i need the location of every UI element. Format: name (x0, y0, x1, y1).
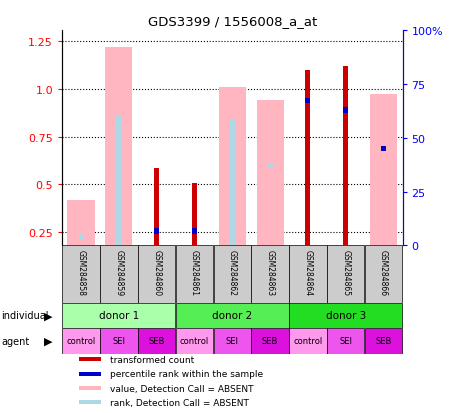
Text: GSM284865: GSM284865 (341, 250, 349, 296)
Text: SEB: SEB (261, 337, 278, 346)
Bar (289, 328, 326, 354)
Bar (62, 328, 100, 354)
Text: donor 3: donor 3 (325, 311, 365, 320)
Bar (218, 88, 246, 246)
Bar (105, 48, 132, 246)
Bar (364, 328, 402, 354)
Bar (78, 234, 83, 239)
Bar (305, 99, 310, 104)
Bar (79, 386, 101, 390)
Text: ▶: ▶ (44, 311, 52, 320)
Bar (79, 358, 101, 361)
Bar (138, 246, 175, 303)
Text: GSM284862: GSM284862 (227, 250, 236, 296)
Bar (62, 246, 100, 303)
Text: individual: individual (1, 311, 48, 320)
Bar (191, 229, 196, 234)
Bar (381, 146, 385, 152)
Text: SEI: SEI (112, 337, 125, 346)
Bar (289, 246, 326, 303)
Text: value, Detection Call = ABSENT: value, Detection Call = ABSENT (110, 384, 253, 393)
Bar (213, 328, 251, 354)
Text: GSM284864: GSM284864 (303, 250, 312, 296)
Text: SEI: SEI (339, 337, 352, 346)
Bar (62, 303, 175, 328)
Bar (326, 246, 364, 303)
Bar (256, 100, 283, 246)
Bar (175, 303, 288, 328)
Text: SEB: SEB (375, 337, 391, 346)
Bar (251, 328, 288, 354)
Bar (138, 328, 175, 354)
Bar (191, 184, 196, 246)
Bar (342, 67, 347, 246)
Bar (289, 303, 402, 328)
Bar (213, 246, 251, 303)
Bar (230, 120, 234, 246)
Text: ▶: ▶ (44, 336, 52, 346)
Bar (175, 328, 213, 354)
Text: control: control (293, 337, 322, 346)
Bar (79, 372, 101, 376)
Text: GSM284858: GSM284858 (76, 250, 85, 296)
Bar (175, 246, 213, 303)
Text: percentile rank within the sample: percentile rank within the sample (110, 369, 263, 378)
Text: SEB: SEB (148, 337, 164, 346)
Bar (116, 116, 121, 246)
Text: SEI: SEI (225, 337, 238, 346)
Text: GSM284863: GSM284863 (265, 250, 274, 296)
Text: rank, Detection Call = ABSENT: rank, Detection Call = ABSENT (110, 398, 248, 407)
Bar (305, 71, 310, 246)
Text: GSM284859: GSM284859 (114, 250, 123, 296)
Text: control: control (66, 337, 95, 346)
Bar (326, 328, 364, 354)
Bar (251, 246, 288, 303)
Bar (79, 400, 101, 404)
Bar (369, 95, 396, 246)
Bar (100, 246, 137, 303)
Bar (100, 328, 137, 354)
Text: transformed count: transformed count (110, 355, 194, 364)
Text: agent: agent (1, 336, 29, 346)
Text: GSM284866: GSM284866 (378, 250, 387, 296)
Bar (67, 200, 95, 246)
Bar (154, 169, 159, 246)
Text: control: control (179, 337, 209, 346)
Title: GDS3399 / 1556008_a_at: GDS3399 / 1556008_a_at (147, 15, 316, 28)
Text: donor 2: donor 2 (212, 311, 252, 320)
Bar (267, 163, 272, 169)
Bar (342, 108, 347, 114)
Text: GSM284860: GSM284860 (152, 250, 161, 296)
Text: donor 1: donor 1 (99, 311, 139, 320)
Text: GSM284861: GSM284861 (190, 250, 199, 296)
Bar (154, 229, 159, 234)
Bar (364, 246, 402, 303)
